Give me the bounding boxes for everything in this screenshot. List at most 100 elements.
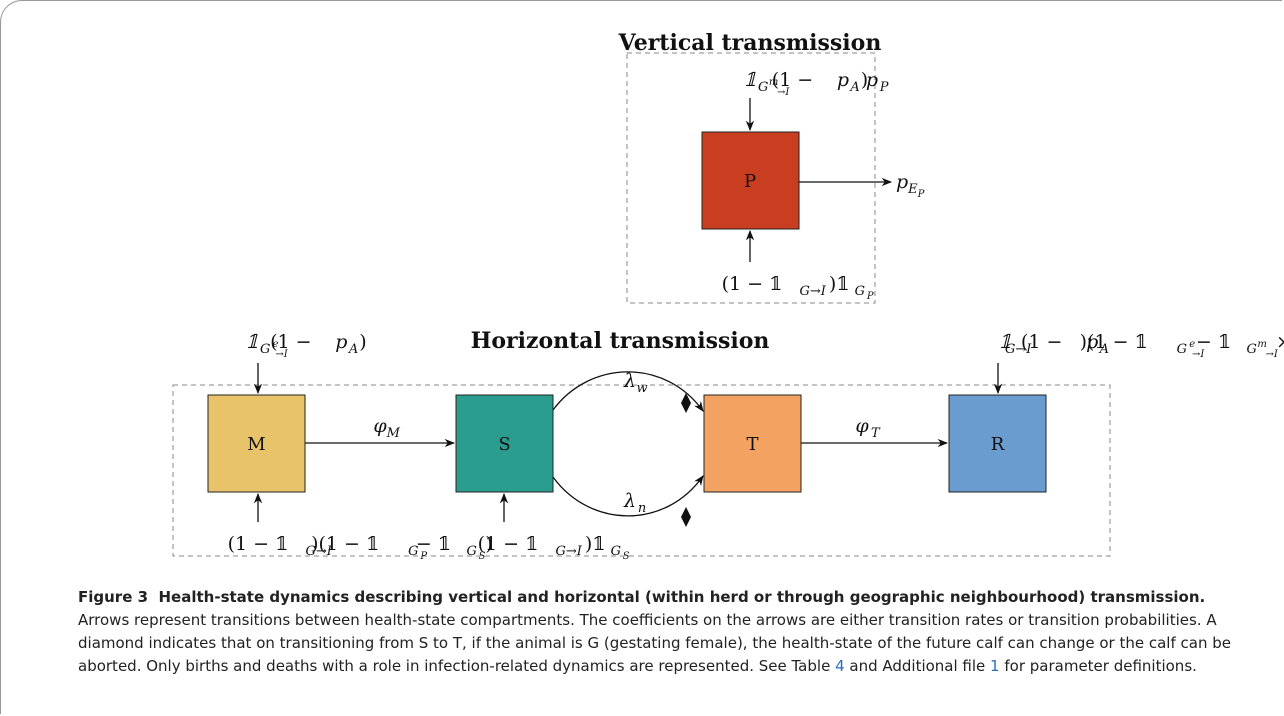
- math-part: G→I: [800, 284, 827, 299]
- math-part: G: [855, 284, 865, 299]
- math-part: )𝟙: [585, 533, 606, 555]
- math-part: p: [1086, 331, 1098, 353]
- math-part: ): [861, 69, 868, 91]
- math-part: G→I: [556, 544, 583, 559]
- math-part: P: [866, 291, 874, 302]
- math-part: (1 −: [1021, 331, 1069, 353]
- math-part: w: [636, 381, 647, 396]
- node-label: T: [746, 434, 758, 455]
- math-part: λ: [623, 490, 636, 512]
- math-part: A: [348, 342, 358, 357]
- math-part: →I: [275, 349, 288, 360]
- math-part: G: [466, 544, 476, 559]
- horizontal-title: Horizontal transmission: [471, 328, 770, 354]
- math-label: λw: [623, 370, 648, 396]
- vertical-title: Vertical transmission: [618, 30, 882, 56]
- math-part: G: [1177, 342, 1187, 357]
- node-box: [207, 394, 306, 493]
- math-part: p: [837, 69, 849, 91]
- arrow: [552, 475, 704, 517]
- math-part: G: [408, 544, 418, 559]
- math-part: G: [260, 342, 270, 357]
- math-part: )(1 − 𝟙: [311, 533, 379, 555]
- node-label: M: [247, 434, 265, 455]
- caption-text: Arrows represent transitions between hea…: [78, 611, 1231, 675]
- diagram: Vertical transmission Horizontal transmi…: [172, 30, 1284, 562]
- math-part: )(1 − 𝟙: [1080, 331, 1148, 353]
- node-label: S: [498, 434, 510, 455]
- math-part: − 𝟙: [410, 533, 451, 555]
- math-part: →I: [777, 87, 790, 98]
- math-label: pEP: [896, 171, 925, 200]
- math-part: 𝟙: [245, 331, 258, 353]
- math-part: − 𝟙: [1190, 331, 1231, 353]
- file-link[interactable]: 1: [990, 657, 1000, 675]
- math-part: P: [419, 551, 427, 562]
- caption-title: Health-state dynamics describing vertica…: [158, 588, 1206, 606]
- math-part: p: [896, 171, 908, 193]
- math-part: G: [1247, 342, 1257, 357]
- math-part: 𝟙: [743, 69, 756, 91]
- math-label: (1 − 𝟙 G→I)𝟙 G S: [478, 533, 630, 562]
- math-part: →I: [1192, 349, 1205, 360]
- caption: Figure 3 Health-state dynamics describin…: [78, 586, 1278, 678]
- math-part: G: [758, 80, 768, 95]
- arrow: [552, 371, 704, 412]
- math-part: M: [386, 426, 401, 441]
- diamond: [681, 393, 691, 413]
- math-part: (1 − 𝟙: [478, 533, 539, 555]
- horizontal-box: [172, 384, 1111, 557]
- math-part: G→I: [1005, 342, 1032, 357]
- math-part: λ: [623, 370, 636, 392]
- math-part: →I: [1265, 349, 1278, 360]
- math-part: A: [849, 80, 859, 95]
- node-label: R: [991, 434, 1005, 455]
- math-part: φ: [373, 415, 387, 437]
- math-label: 𝟙G→I(1 − pA)(1 − 𝟙Ge→I − 𝟙Gm→I × pP): [998, 331, 1284, 360]
- caption-label: Figure 3: [78, 588, 149, 606]
- node-box: [701, 131, 800, 230]
- math-part: p: [866, 69, 878, 91]
- diamond: [681, 507, 691, 527]
- math-label: 𝟙Gm →I(1 − pA)p P: [743, 69, 888, 98]
- math-label: 𝟙G e →I(1 − pA): [245, 331, 366, 360]
- math-part: S: [479, 551, 486, 562]
- math-part: m: [769, 77, 778, 88]
- math-part: ×: [1270, 331, 1284, 353]
- node-box: [948, 394, 1047, 493]
- vertical-box: [626, 52, 876, 304]
- math-part: A: [1099, 342, 1109, 357]
- math-part: G: [611, 544, 621, 559]
- math-part: ): [359, 331, 366, 353]
- math-part: (1 −: [270, 331, 318, 353]
- math-part: )𝟙: [829, 273, 850, 295]
- node-box: [455, 394, 554, 493]
- caption-text: and Additional file: [844, 657, 991, 675]
- math-part: 𝟙: [998, 331, 1011, 353]
- node-box: [703, 394, 802, 493]
- math-part: m: [1257, 339, 1266, 350]
- node-label: P: [744, 171, 756, 192]
- math-part: G→I: [306, 544, 333, 559]
- math-part: φ: [855, 415, 869, 437]
- caption-text: for parameter definitions.: [999, 657, 1197, 675]
- math-part: p: [335, 331, 347, 353]
- math-part: P: [917, 189, 925, 200]
- math-part: (1 −: [772, 69, 820, 91]
- math-part: P: [879, 80, 889, 95]
- math-part: S: [623, 551, 630, 562]
- math-part: e: [273, 339, 279, 350]
- arrows: [253, 98, 1003, 522]
- math-part: E: [907, 182, 918, 197]
- math-part: e: [1189, 339, 1195, 350]
- math-part: n: [638, 501, 646, 516]
- math-label: φM: [373, 415, 400, 441]
- table-link[interactable]: 4: [835, 657, 845, 675]
- math-part: T: [871, 426, 881, 441]
- math-label: (1 − 𝟙 G→I)𝟙 G P: [722, 273, 874, 302]
